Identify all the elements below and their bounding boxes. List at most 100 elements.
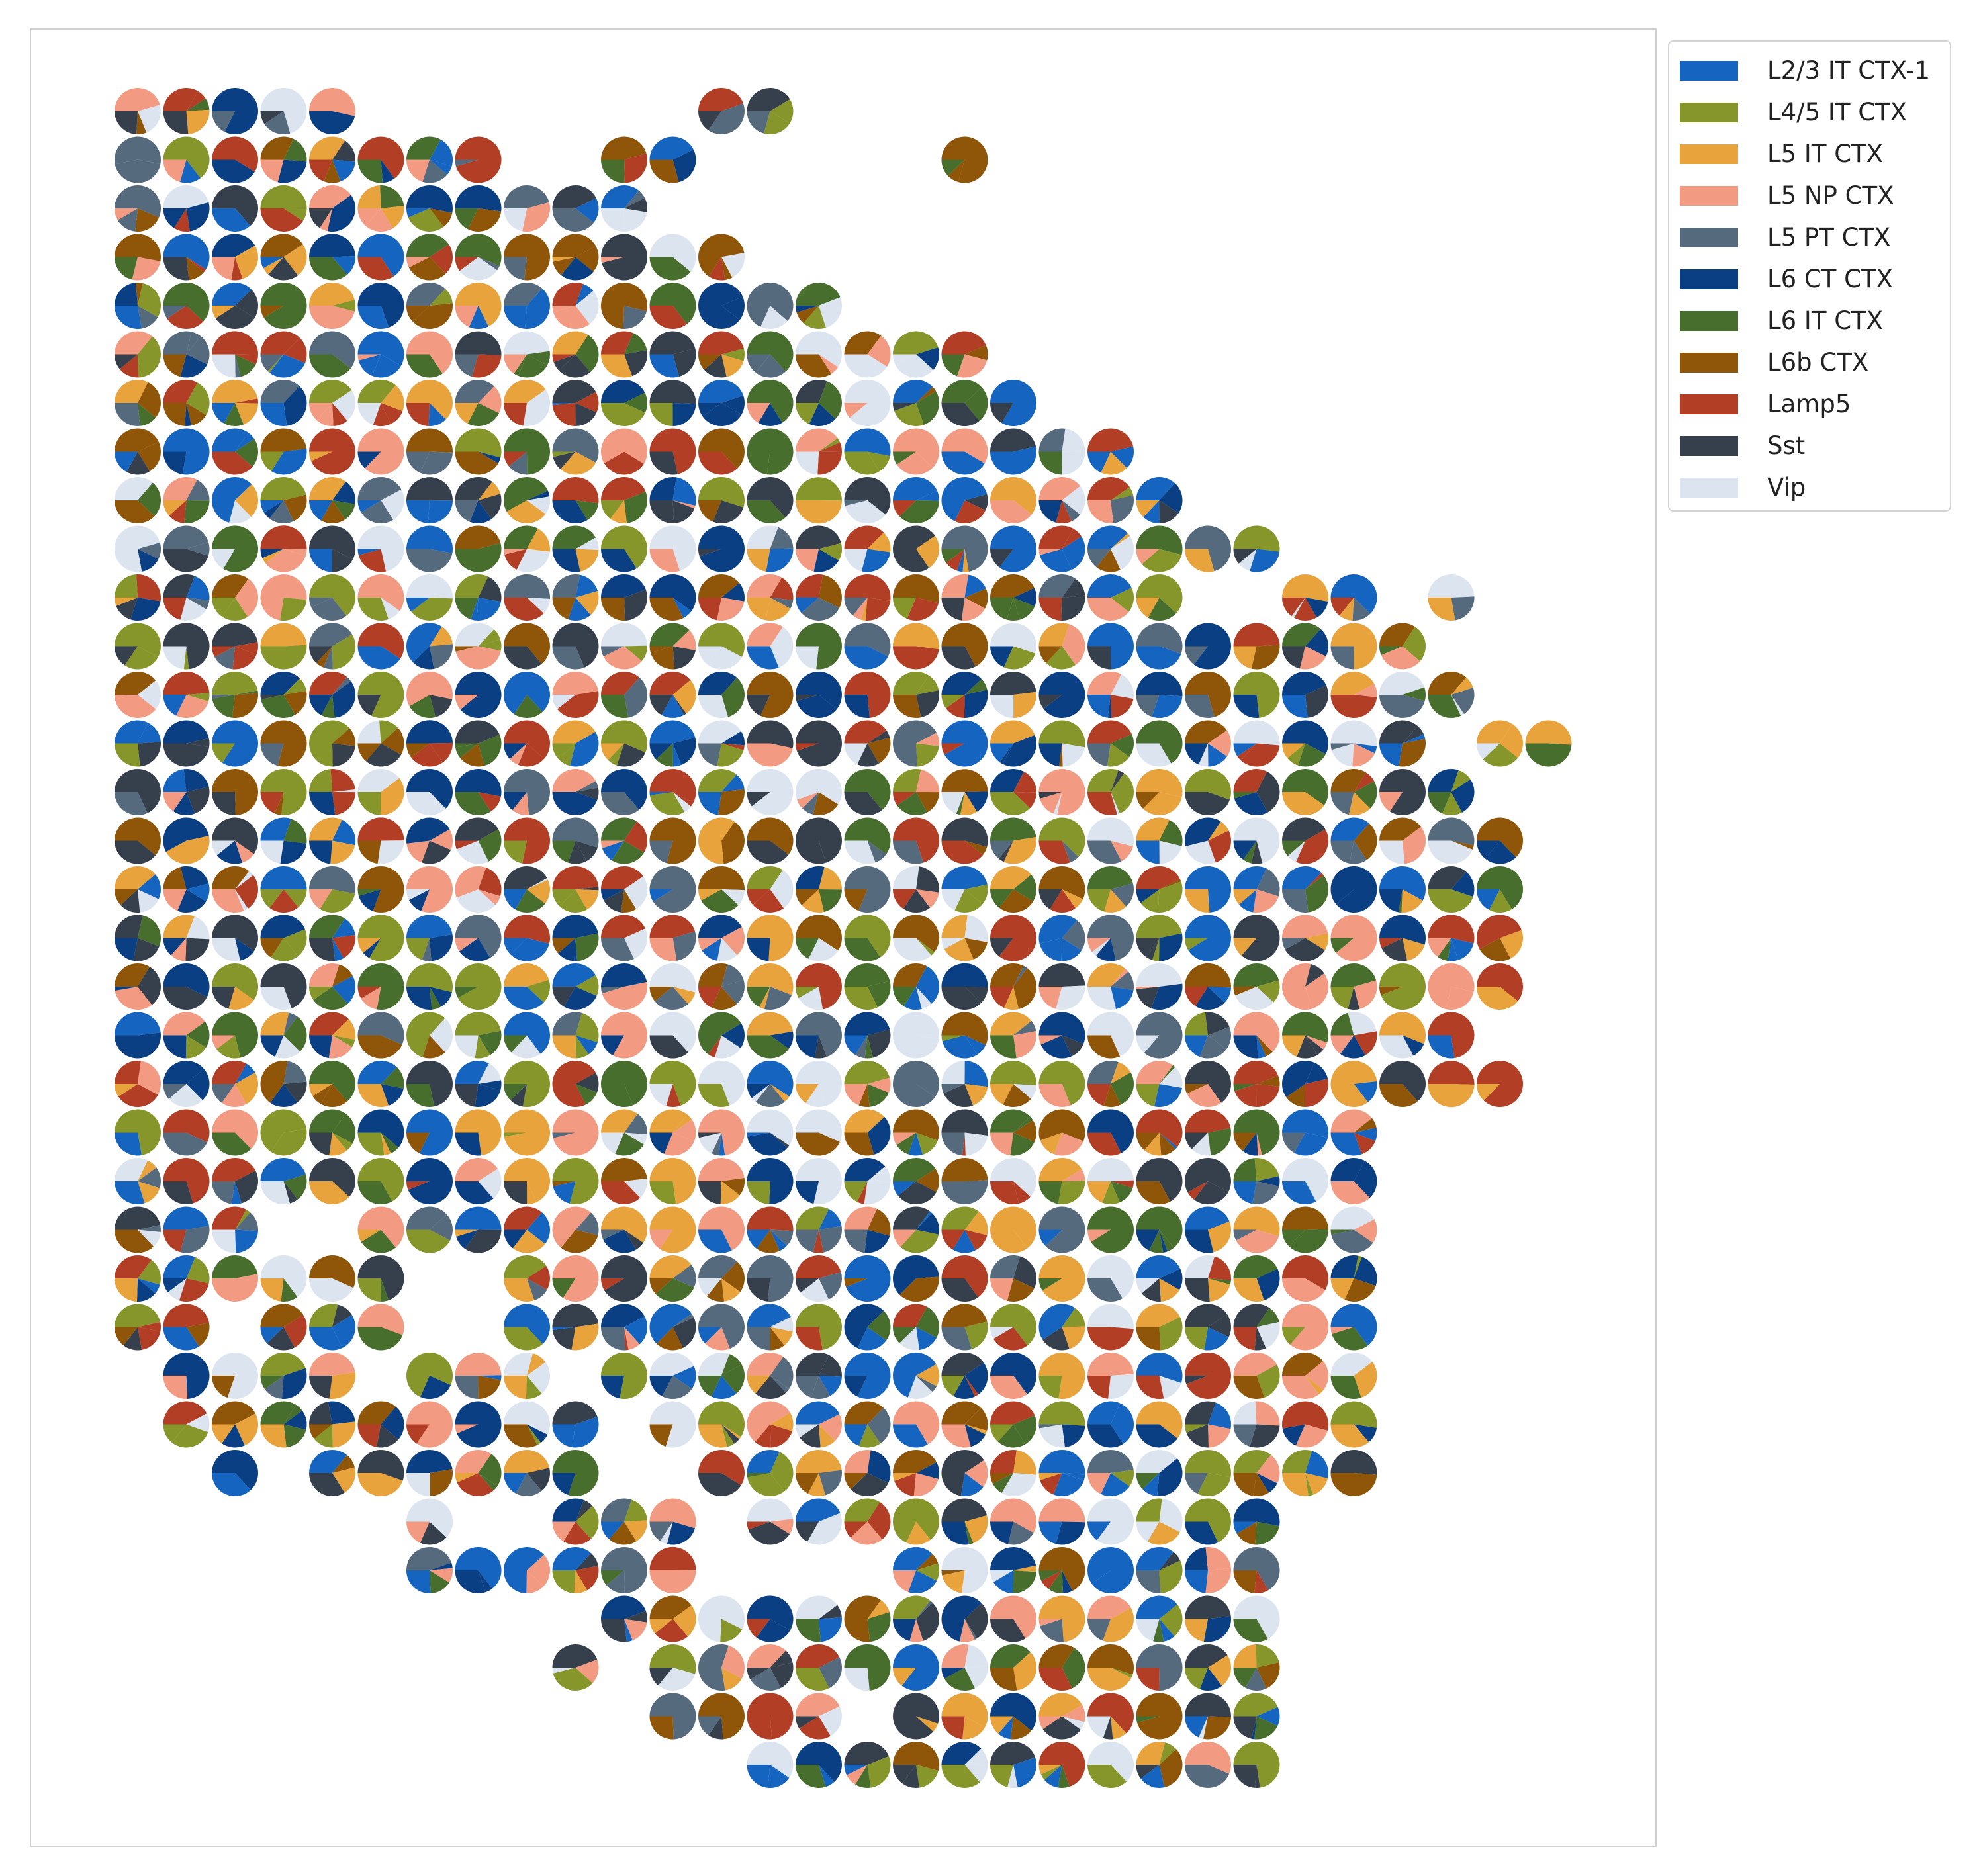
pie-slice [504,768,550,815]
pie-slice [1136,1741,1166,1765]
pie-slice [964,791,988,812]
pie-slice [186,332,201,355]
pie-slice [406,720,453,744]
pie-slice [1062,743,1085,767]
pie-slice [867,532,891,553]
pie-slice [948,159,965,183]
pie-slice [1038,477,1081,500]
pie-slice [649,549,680,572]
pie-slice [1136,1765,1160,1779]
pie-slice [552,987,576,1007]
spot-pie [357,866,404,913]
pie-slice [1398,889,1403,913]
pie-slice [260,889,284,908]
pie-slice [381,1406,404,1440]
pie-slice [115,208,138,220]
pie-slice [624,677,648,718]
spot-pie [893,769,940,815]
spot-pie [649,1353,696,1399]
spot-pie [406,1401,453,1448]
pie-slice [941,1521,969,1545]
pie-slice [413,646,434,670]
pie-slice [649,915,695,938]
spot-pie [1428,1061,1475,1108]
pie-slice [381,1132,399,1154]
pie-slice [1379,769,1426,816]
spot-pie [698,1109,745,1156]
pie-slice [649,840,673,864]
pie-slice [1087,549,1111,568]
pie-slice [770,577,794,601]
pie-slice [649,1255,692,1278]
pie-slice [1154,1084,1182,1108]
spot-pie [1136,963,1183,1010]
pie-slice [800,1278,829,1302]
pie-slice [698,282,743,306]
pie-slice [624,589,647,621]
pie-slice [309,525,355,560]
pie-slice [990,840,1013,859]
spot-pie [1185,1158,1231,1205]
spot-pie [1330,671,1377,718]
spot-pie [893,331,939,378]
pie-slice [1379,915,1426,945]
spot-pie [357,769,404,815]
pie-slice [698,451,738,475]
pie-slice [698,743,721,766]
spot-pie [163,234,210,281]
pie-slice [916,792,939,813]
pie-slice [1040,1132,1062,1155]
pie-slice [916,938,935,956]
pie-slice [212,1206,246,1230]
pie-slice [602,840,624,861]
spot-pie [455,525,502,572]
spot-pie [1233,1595,1280,1642]
pie-slice [698,1668,725,1691]
pie-slice [1282,646,1305,669]
pie-slice [964,574,986,598]
spot-pie [163,1401,210,1448]
spot-pie [893,866,939,913]
pie-slice [1282,1109,1329,1138]
spot-pie [406,963,453,1010]
spot-pie [1185,1498,1231,1545]
pie-slice [216,840,243,864]
pie-slice [163,1035,187,1059]
spot-pie [357,283,404,330]
pie-slice [1062,1716,1085,1730]
pie-slice [1159,1132,1175,1156]
pie-slice [990,1132,1013,1156]
pie-slice [1256,1269,1280,1301]
pie-slice [1451,596,1475,621]
pie-slice [1282,1450,1312,1473]
spot-pie [1233,817,1280,864]
pie-slice [1233,1132,1257,1151]
pie-slice [1159,1229,1168,1253]
pie-slice [1379,1084,1418,1108]
pie-slice [649,403,673,426]
spot-pie [1087,1547,1134,1594]
pie-slice [844,574,891,602]
pie-slice [1013,1652,1037,1691]
pie-slice [281,1278,298,1302]
pie-slice [747,403,770,423]
pie-slice [1428,866,1467,889]
pie-slice [893,1473,916,1482]
pie-slice [907,598,939,621]
pie-slice [357,769,400,792]
spot-pie [1185,623,1232,670]
pie-slice [990,403,1013,424]
pie-slice [893,574,939,603]
pie-slice [941,623,988,667]
pie-slice [552,451,576,457]
pie-slice [990,1521,1013,1544]
pie-slice [1136,1206,1183,1248]
pie-slice [115,234,161,261]
pie-slice [796,379,827,403]
pie-slice [1438,938,1451,961]
pie-slice [990,987,1013,1008]
pie-slice [893,1352,937,1376]
pie-slice [1477,866,1523,909]
spot-pie [212,87,258,134]
legend-label: L5 IT CTX [1767,140,1883,168]
